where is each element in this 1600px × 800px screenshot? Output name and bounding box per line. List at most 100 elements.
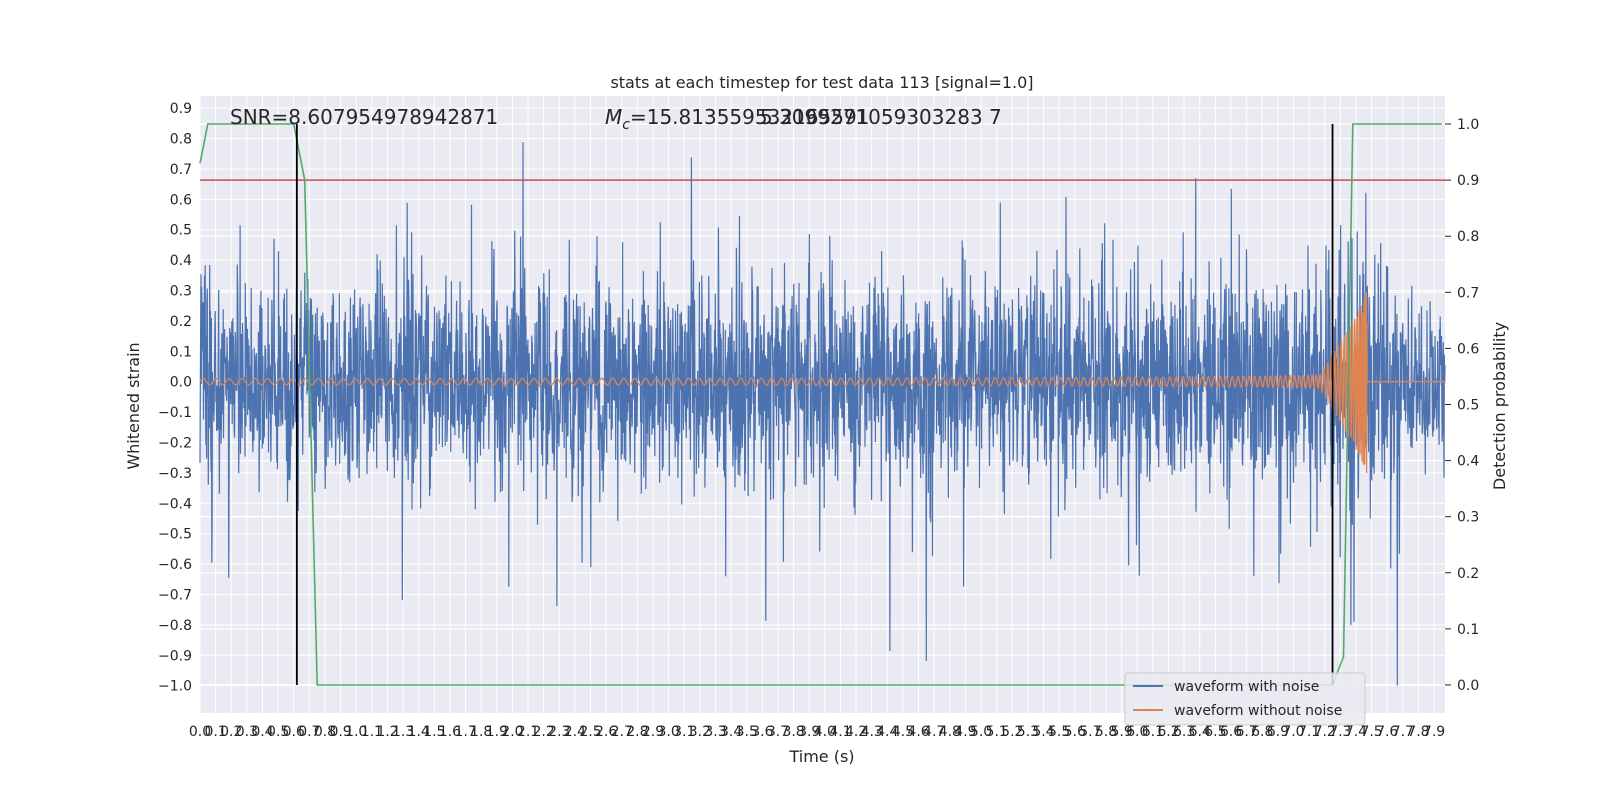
x-tick-label: 6.5 [1204,724,1226,740]
y2-axis-label: Detection probability [1490,322,1509,490]
x-tick-label: 3.2 [689,724,711,740]
y-tick-label: −0.7 [158,587,192,603]
x-tick-label: 5.3 [1017,724,1039,740]
y2-tick-label: 0.6 [1457,341,1479,357]
x-tick-label: 5.6 [1064,724,1086,740]
legend-label-clean: waveform without noise [1174,703,1342,719]
y2-tick-label: 0.1 [1457,622,1479,638]
x-tick-label: 7.0 [1282,724,1304,740]
y2-tick-label: 1.0 [1457,117,1479,133]
y2-tick-label: 0.7 [1457,285,1479,301]
y-tick-label: 0.4 [170,253,192,269]
x-tick-label: 7.3 [1329,724,1351,740]
x-tick-label: 4.8 [939,724,961,740]
x-tick-label: 2.8 [626,724,648,740]
y-tick-label: 0.0 [170,375,192,391]
x-tick-label: 7.7 [1392,724,1414,740]
x-tick-label: 1.4 [408,724,430,740]
x-tick-label: 1.6 [439,724,461,740]
x-tick-label: 3.0 [657,724,679,740]
x-tick-label: 6.7 [1235,724,1257,740]
x-tick-label: 6.1 [1142,724,1164,740]
x-tick-label: 1.5 [423,724,445,740]
y-tick-label: −0.8 [158,618,192,634]
x-tick-label: 4.5 [892,724,914,740]
x-tick-label: 0.1 [204,724,226,740]
x-tick-label: 6.4 [1189,724,1211,740]
y2-tick-label: 0.3 [1457,510,1479,526]
x-tick-label: 1.9 [486,724,508,740]
y2-tick-label: 0.8 [1457,229,1479,245]
x-tick-label: 7.5 [1360,724,1382,740]
x-tick-label: 1.2 [376,724,398,740]
x-tick-label: 7.6 [1376,724,1398,740]
y-tick-label: 0.9 [170,101,192,117]
chart-title: stats at each timestep for test data 113… [610,73,1033,92]
x-tick-label: 2.6 [595,724,617,740]
x-ticks: 0.00.10.20.30.40.50.60.70.80.91.01.11.21… [189,724,1445,740]
x-tick-label: 4.7 [923,724,945,740]
x-axis-label: Time (s) [788,747,854,766]
x-tick-label: 3.1 [673,724,695,740]
y2-tick-label: 0.9 [1457,173,1479,189]
x-tick-label: 3.5 [736,724,758,740]
x-tick-label: 2.1 [517,724,539,740]
mc-symbol: M [605,105,622,129]
x-tick-label: 5.5 [1048,724,1070,740]
x-tick-label: 0.7 [298,724,320,740]
y-tick-label: 0.5 [170,223,192,239]
x-tick-label: 3.6 [751,724,773,740]
y2-tick-label: 0.2 [1457,566,1479,582]
x-tick-label: 1.0 [345,724,367,740]
y2-tick-label: 0.5 [1457,398,1479,414]
legend: waveform with noise waveform without noi… [1124,672,1366,726]
x-tick-label: 4.6 [907,724,929,740]
y-tick-label: −0.5 [158,527,192,543]
x-tick-label: 5.8 [1095,724,1117,740]
x-tick-label: 6.2 [1157,724,1179,740]
y-tick-label: 0.2 [170,314,192,330]
x-tick-label: 0.2 [220,724,242,740]
mc-value: =15.813559532165591 [630,105,869,129]
x-tick-label: 4.3 [861,724,883,740]
noisy-series [199,142,1446,686]
x-tick-label: 1.1 [361,724,383,740]
y-tick-label: 0.8 [170,132,192,148]
x-tick-label: 5.7 [1079,724,1101,740]
y-axis-label: Whitened strain [124,342,143,469]
x-tick-label: 6.3 [1173,724,1195,740]
y-tick-label: 0.6 [170,192,192,208]
x-tick-label: 2.7 [611,724,633,740]
x-tick-label: 5.0 [970,724,992,740]
x-tick-label: 1.3 [392,724,414,740]
legend-label-noisy: waveform with noise [1174,679,1319,695]
x-tick-label: 6.6 [1220,724,1242,740]
y-tick-label: −0.6 [158,557,192,573]
x-tick-label: 5.4 [1032,724,1054,740]
x-tick-label: 2.2 [533,724,555,740]
x-tick-label: 2.5 [579,724,601,740]
x-tick-label: 6.8 [1251,724,1273,740]
y-tick-label: 0.7 [170,162,192,178]
x-tick-label: 0.4 [251,724,273,740]
snr-annotation: SNR=8.607954978942871 [230,105,498,129]
x-tick-label: 6.9 [1267,724,1289,740]
x-tick-label: 7.8 [1407,724,1429,740]
x-tick-label: 2.3 [548,724,570,740]
x-tick-label: 2.4 [564,724,586,740]
noisy-waveform-line [199,142,1446,686]
x-tick-label: 3.9 [798,724,820,740]
x-tick-label: 0.5 [267,724,289,740]
clean-series [199,291,1445,474]
clean-waveform-line [199,291,1445,474]
y-tick-label: −0.9 [158,648,192,664]
x-tick-label: 0.0 [189,724,211,740]
x-tick-label: 2.9 [642,724,664,740]
x-tick-label: 7.1 [1298,724,1320,740]
y-ticks: 0.9 0.8 0.7 0.6 0.5 0.4 0.3 0.2 0.1 0.0 −0.1 −0.2 −0… [158,101,192,694]
x-tick-label: 3.8 [782,724,804,740]
x-tick-label: 7.2 [1314,724,1336,740]
y2-tick-label: 0.0 [1457,678,1479,694]
y-tick-label: −0.2 [158,435,192,451]
